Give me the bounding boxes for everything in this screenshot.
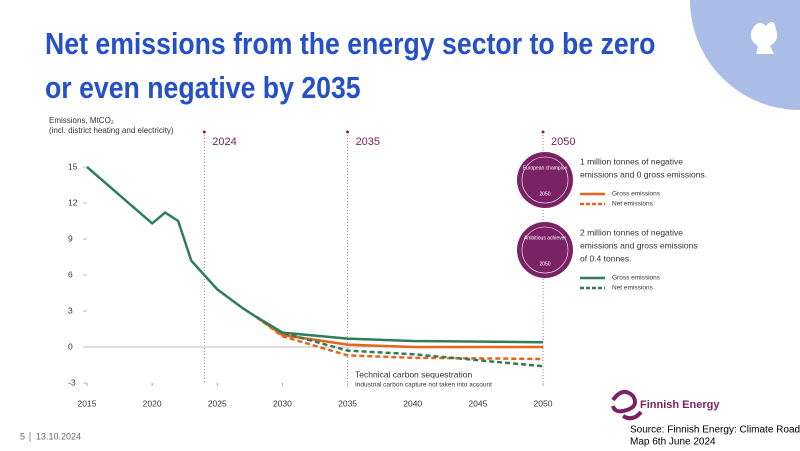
logo-swoosh — [611, 389, 643, 421]
series-line — [255, 315, 544, 361]
legend-label: Gross emissions — [612, 275, 661, 282]
scenario-note: 1 million tonnes of negative — [580, 156, 683, 166]
milestone-dot — [346, 130, 350, 134]
badge — [517, 222, 573, 278]
milestone-dot — [541, 130, 545, 134]
annotation: Industrial carbon capture not taken into… — [355, 382, 492, 389]
series-line — [255, 315, 544, 368]
milestone-label: 2035 — [356, 136, 380, 148]
y-tick-label: 12 — [68, 197, 78, 207]
source: Map 6th June 2024 — [630, 437, 716, 448]
date: 13.10.2024 — [36, 431, 81, 441]
milestone-label: 2024 — [212, 136, 236, 148]
page-number: 5 — [20, 431, 25, 441]
lion-emblem — [750, 21, 778, 54]
badge-ring — [521, 156, 569, 204]
y-tick-label: 15 — [68, 161, 78, 171]
legend-label: Net emissions — [612, 201, 654, 208]
x-tick-label: 2050 — [534, 398, 553, 408]
x-tick-label: 2015 — [78, 398, 97, 408]
x-tick-label: 2035 — [338, 398, 357, 408]
scenario-note: emissions and 0 gross emissions. — [580, 169, 707, 179]
legend-label: Gross emissions — [612, 191, 661, 198]
y-axis-label: Emissions, MtCO₂ — [49, 116, 114, 125]
x-tick-label: 2020 — [143, 398, 162, 408]
y-tick-label: -3 — [68, 377, 76, 387]
y-tick-label: 3 — [68, 305, 73, 315]
y-tick-label: 6 — [68, 269, 73, 279]
badge-year: 2050 — [539, 191, 550, 197]
y-axis-label: (incl. district heating and electricity) — [49, 126, 174, 135]
source: Source: Finnish Energy: Climate Road — [630, 425, 800, 436]
badge-ring — [521, 226, 569, 274]
y-tick-label: 0 — [68, 341, 73, 351]
series-line — [255, 315, 543, 349]
series-line — [86, 166, 544, 344]
badge — [517, 152, 573, 208]
logo-text: Finnish Energy — [640, 399, 720, 411]
slide-title: Net emissions from the energy sector to … — [45, 26, 656, 105]
annotation: Technical carbon sequestration — [355, 369, 472, 379]
badge-year: 2050 — [539, 261, 550, 267]
x-tick-label: 2045 — [468, 398, 487, 408]
corner-shape — [690, 0, 800, 110]
legend-label: Net emissions — [612, 285, 654, 292]
y-tick-label: 9 — [68, 233, 73, 243]
milestone-dot — [202, 130, 206, 134]
scenario-note: 2 million tonnes of negative — [580, 227, 683, 237]
x-tick-label: 2030 — [273, 398, 292, 408]
milestone-label: 2050 — [551, 136, 575, 148]
x-tick-label: 2025 — [208, 398, 227, 408]
scenario-note: of 0.4 tonnes. — [580, 253, 632, 263]
badge-text: European champion — [523, 165, 568, 171]
x-tick-label: 2040 — [403, 398, 422, 408]
badge-text: Ambitious achiever — [524, 235, 567, 241]
scenario-note: emissions and gross emissions — [580, 240, 698, 250]
